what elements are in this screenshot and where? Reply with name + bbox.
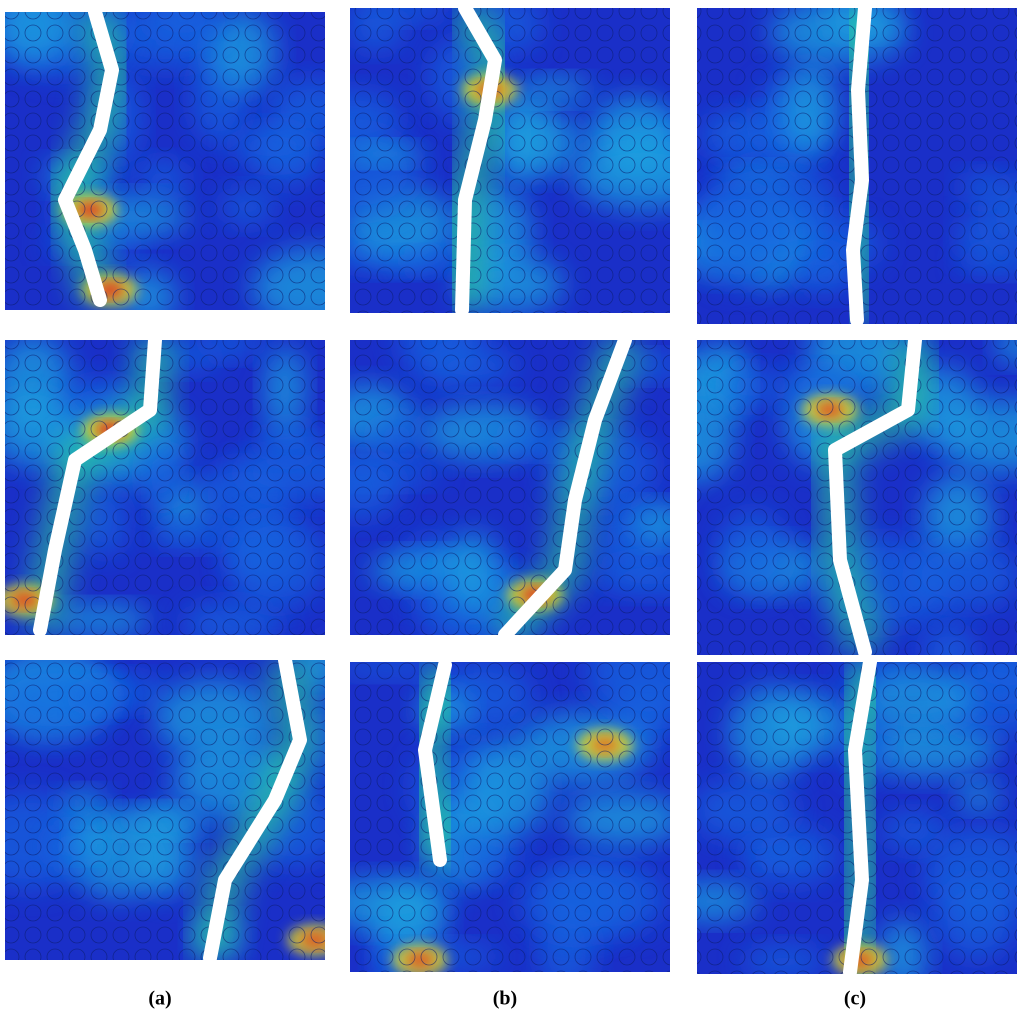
simulation-panel [667,633,1022,990]
page: {"columns": [{"label": "(a)"}, {"label":… [0,0,1022,1012]
panel-content [315,623,709,1006]
column-label: (b) [493,988,517,1010]
panel-content [317,301,726,652]
simulation-panel [315,623,709,1006]
panel-content [0,329,364,647]
simulation-panel [0,0,378,328]
panel-content [667,633,1022,990]
panel-content [674,0,1022,324]
inclusions [5,12,325,310]
panel-content [0,626,343,960]
simulation-panel [662,311,1022,681]
panel-content [0,0,378,328]
inclusions [350,8,670,313]
column-label: (c) [844,988,866,1010]
figure: (a) (b) (c) [0,0,1022,1012]
panels [0,0,1022,1007]
column-label: (a) [148,988,171,1010]
panel-content [295,0,730,313]
panel-content [662,311,1022,681]
simulation-panel [674,0,1022,324]
simulation-panel [317,301,726,652]
inclusions [350,340,670,635]
inclusions [350,662,670,972]
simulation-panel [295,0,730,313]
simulation-panel [0,626,343,960]
simulation-panel [0,329,364,647]
